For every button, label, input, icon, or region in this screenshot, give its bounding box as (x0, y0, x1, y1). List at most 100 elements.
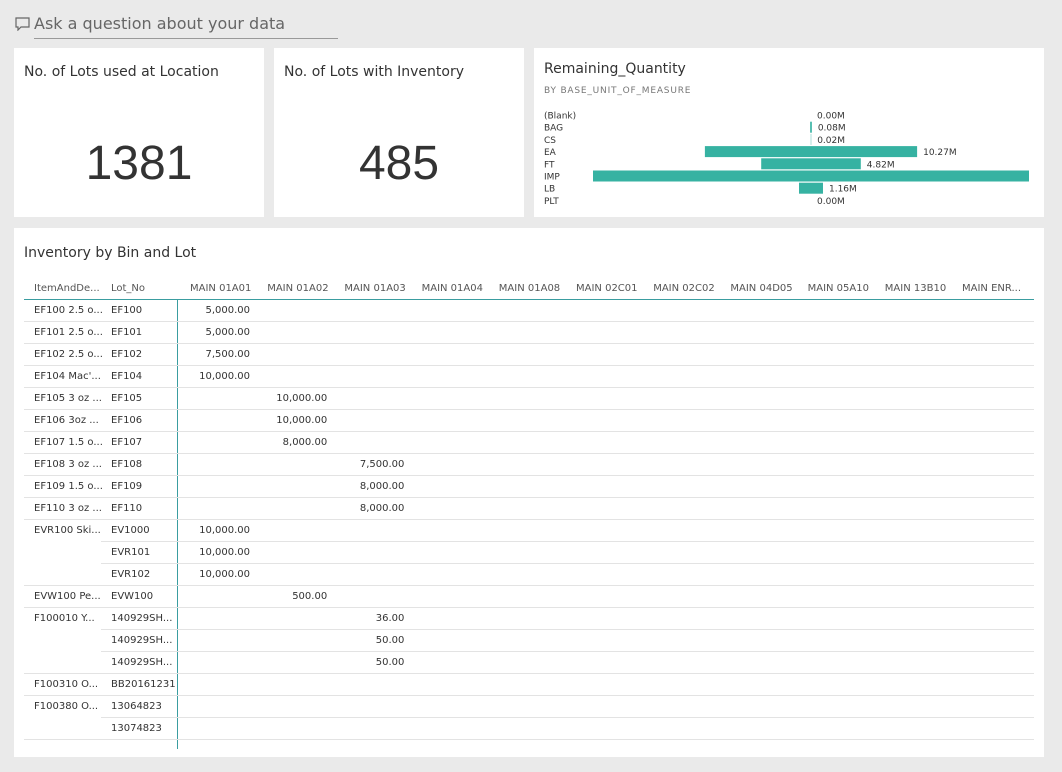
column-header: MAIN 02C01 (576, 283, 638, 294)
item-cell: EF110 3 oz ... (34, 503, 102, 514)
row-separator (24, 365, 1034, 366)
lot-cell: 140929SH... (111, 635, 173, 646)
row-separator (24, 343, 1034, 344)
funnel-chart: Remaining_Quantity BY BASE_UNIT_OF_MEASU… (544, 61, 1029, 207)
card-tile[interactable]: No. of Lots used at Location 1381 (14, 48, 264, 217)
column-header: MAIN 05A10 (807, 283, 869, 294)
lot-cell: EF107 (111, 437, 143, 448)
value-cell: 10,000.00 (199, 547, 250, 558)
value-cell: 8,000.00 (359, 481, 405, 492)
data-label: 10.27M (923, 148, 957, 158)
lot-cell: EVR102 (111, 569, 151, 580)
lot-cell: 140929SH... (111, 613, 173, 624)
lot-cell: EF101 (111, 327, 143, 338)
row-separator (24, 673, 1034, 674)
row-separator (101, 717, 1034, 718)
lot-cell: BB20161231 (111, 679, 176, 690)
column-header: MAIN 01A04 (421, 283, 483, 294)
row-separator (24, 585, 1034, 586)
card-title: No. of Lots with Inventory (284, 64, 465, 80)
data-label: 0.08M (818, 124, 846, 134)
card-tile[interactable]: No. of Lots with Inventory 485 (274, 48, 524, 217)
row-separator (24, 409, 1034, 410)
column-header: MAIN 01A02 (267, 283, 329, 294)
item-cell: EF107 1.5 o... (34, 437, 103, 448)
value-cell: 10,000.00 (276, 393, 328, 404)
row-separator (24, 607, 1034, 608)
chart-subtitle: BY BASE_UNIT_OF_MEASURE (544, 86, 691, 96)
column-header: MAIN ENR... (962, 283, 1022, 294)
funnel-bar (799, 182, 823, 194)
item-cell: EF104 Mac'... (34, 371, 101, 382)
item-cell: EF101 2.5 o... (34, 327, 103, 338)
lot-cell: EF106 (111, 415, 143, 426)
category-label: EA (544, 148, 557, 158)
column-header: MAIN 01A03 (344, 283, 406, 294)
header-divider (24, 299, 1034, 300)
data-label: 0.02M (817, 136, 845, 146)
lot-cell: EF109 (111, 481, 143, 492)
item-cell: EVR100 Ski... (34, 525, 101, 536)
item-cell: EF102 2.5 o... (34, 349, 103, 360)
row-separator (101, 563, 1034, 564)
chart-title: Remaining_Quantity (544, 61, 686, 77)
lot-cell: EF105 (111, 393, 143, 404)
funnel-bar (704, 146, 918, 158)
item-cell: EVW100 Pe... (34, 591, 101, 602)
card-value: 1381 (85, 137, 193, 190)
row-separator (24, 739, 1034, 740)
category-label: BAG (544, 124, 563, 134)
column-header: Lot_No (111, 283, 146, 294)
value-cell: 10,000.00 (276, 415, 328, 426)
row-separator (24, 453, 1034, 454)
row-separator (24, 695, 1034, 696)
data-label: 0.00M (817, 197, 845, 207)
row-separator (24, 431, 1034, 432)
funnel-bar (810, 121, 812, 133)
row-separator (24, 519, 1034, 520)
value-cell: 36.00 (375, 613, 405, 624)
qna-input[interactable]: Ask a question about your data (34, 14, 338, 39)
row-separator (24, 497, 1034, 498)
category-label: CS (544, 136, 556, 146)
category-label: PLT (544, 197, 559, 207)
value-cell: 10,000.00 (199, 569, 250, 580)
lot-cell: EV1000 (111, 525, 150, 536)
lot-cell: 13064823 (111, 701, 162, 712)
card-value: 485 (358, 137, 440, 190)
lot-cell: EF100 (111, 305, 143, 316)
row-separator (101, 651, 1034, 652)
row-separator (101, 629, 1034, 630)
item-cell: EF100 2.5 o... (34, 305, 103, 316)
row-separator (24, 475, 1034, 476)
data-label: 0.00M (817, 112, 845, 122)
column-header: MAIN 02C02 (653, 283, 715, 294)
value-cell: 500.00 (292, 591, 328, 602)
column-header: MAIN 01A08 (498, 283, 561, 294)
lot-cell: EVR101 (111, 547, 151, 558)
row-separator (24, 321, 1034, 322)
data-label: 4.82M (867, 160, 895, 170)
table-title: Inventory by Bin and Lot (24, 245, 197, 261)
item-cell: F100310 O... (34, 679, 99, 690)
column-header: ItemAndDe... (34, 283, 100, 294)
category-label: LB (544, 185, 555, 195)
lot-cell: 13074823 (111, 723, 162, 734)
value-cell: 10,000.00 (199, 371, 250, 382)
row-separator (24, 387, 1034, 388)
item-cell: EF109 1.5 o... (34, 481, 103, 492)
chart-tile[interactable]: Remaining_Quantity BY BASE_UNIT_OF_MEASU… (534, 48, 1044, 217)
lot-cell: EF104 (111, 371, 143, 382)
column-header: MAIN 13B10 (884, 283, 947, 294)
lot-cell: 140929SH... (111, 657, 173, 668)
lot-cell: EF102 (111, 349, 143, 360)
qna-icon (15, 17, 30, 31)
value-cell: 50.00 (375, 635, 405, 646)
table-tile[interactable]: Inventory by Bin and Lot ItemAndDe... Lot… (14, 228, 1044, 757)
data-label: 1.16M (829, 185, 857, 195)
value-cell: 8,000.00 (359, 503, 405, 514)
value-cell: 5,000.00 (205, 305, 250, 316)
lot-cell: EF108 (111, 459, 143, 470)
funnel-bar (593, 170, 1029, 182)
